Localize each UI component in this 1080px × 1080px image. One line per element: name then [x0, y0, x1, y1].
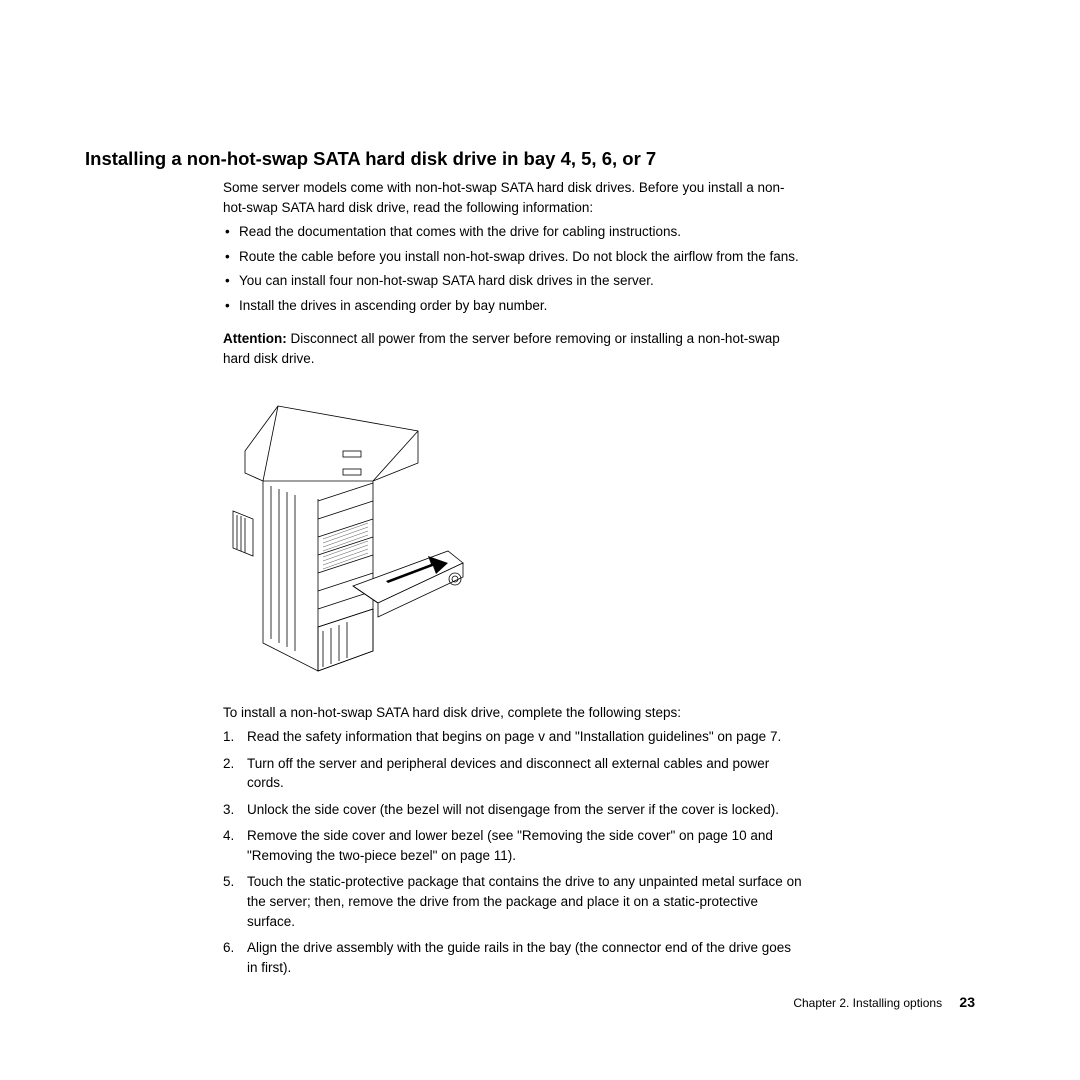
server-line-diagram — [223, 391, 473, 681]
content-region: Some server models come with non-hot-swa… — [223, 178, 803, 977]
step-item: Touch the static-protective package that… — [223, 872, 803, 931]
install-steps-list: Read the safety information that begins … — [223, 727, 803, 977]
step-item: Align the drive assembly with the guide … — [223, 938, 803, 977]
bullet-item: Read the documentation that comes with t… — [223, 222, 803, 242]
bullet-item: Install the drives in ascending order by… — [223, 296, 803, 316]
info-bullet-list: Read the documentation that comes with t… — [223, 222, 803, 315]
attention-notice: Attention: Disconnect all power from the… — [223, 329, 803, 368]
page-footer: Chapter 2. Installing options 23 — [793, 994, 975, 1010]
section-heading: Installing a non-hot-swap SATA hard disk… — [85, 148, 975, 170]
bullet-item: You can install four non-hot-swap SATA h… — [223, 271, 803, 291]
step-item: Read the safety information that begins … — [223, 727, 803, 747]
intro-paragraph: Some server models come with non-hot-swa… — [223, 178, 803, 217]
attention-label: Attention: — [223, 331, 287, 346]
steps-intro: To install a non-hot-swap SATA hard disk… — [223, 703, 803, 723]
bullet-item: Route the cable before you install non-h… — [223, 247, 803, 267]
step-item: Unlock the side cover (the bezel will no… — [223, 800, 803, 820]
footer-chapter-label: Chapter 2. Installing options — [793, 996, 942, 1010]
step-item: Remove the side cover and lower bezel (s… — [223, 826, 803, 865]
step-item: Turn off the server and peripheral devic… — [223, 754, 803, 793]
footer-page-number: 23 — [959, 994, 975, 1010]
attention-text: Disconnect all power from the server bef… — [223, 331, 780, 366]
